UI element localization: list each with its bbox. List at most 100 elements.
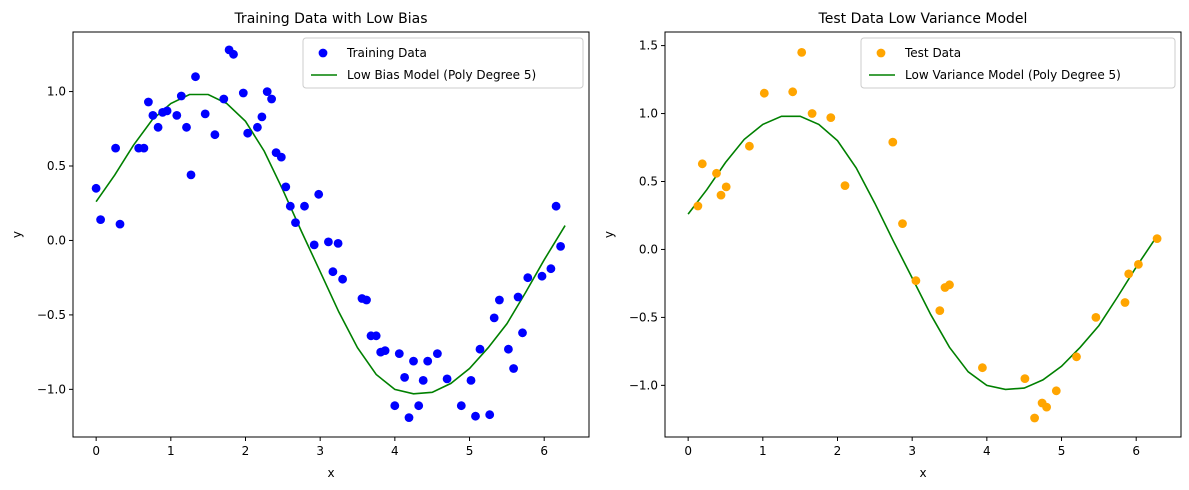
data-point bbox=[219, 94, 229, 104]
data-point bbox=[466, 376, 476, 385]
data-point bbox=[693, 201, 703, 211]
data-point bbox=[324, 237, 333, 247]
data-point bbox=[442, 374, 452, 384]
data-point bbox=[111, 143, 120, 153]
y-tick-label: 1.0 bbox=[47, 85, 66, 99]
data-point bbox=[253, 122, 262, 132]
x-tick-label: 4 bbox=[983, 444, 991, 458]
data-point bbox=[485, 410, 495, 420]
x-axis-label: x bbox=[919, 466, 926, 480]
data-point bbox=[546, 264, 556, 274]
x-tick-label: 1 bbox=[759, 444, 767, 458]
x-tick-label: 3 bbox=[908, 444, 916, 458]
axes-frame bbox=[664, 31, 1182, 438]
data-point bbox=[172, 111, 182, 120]
data-point bbox=[96, 215, 105, 225]
chart-title: Training Data with Low Bias bbox=[233, 11, 427, 27]
x-tick-label: 0 bbox=[684, 444, 692, 458]
data-point bbox=[556, 242, 565, 251]
data-point bbox=[200, 109, 210, 119]
series-line bbox=[687, 115, 1158, 391]
data-point bbox=[115, 219, 125, 229]
data-point bbox=[745, 141, 754, 151]
legend-box bbox=[860, 37, 1176, 89]
data-point bbox=[1120, 298, 1130, 307]
data-point bbox=[788, 87, 798, 97]
legend-label: Test Data bbox=[904, 46, 961, 60]
y-tick-label: 1.5 bbox=[639, 39, 658, 53]
data-point bbox=[380, 346, 390, 355]
x-tick-label: 6 bbox=[1132, 444, 1140, 458]
data-point bbox=[471, 411, 480, 421]
data-point bbox=[504, 344, 513, 354]
x-tick-label: 0 bbox=[92, 444, 100, 458]
data-point bbox=[456, 401, 466, 411]
legend: Training Data Low Bias Model (Poly Degree… bbox=[302, 37, 584, 89]
data-point bbox=[513, 292, 523, 302]
data-point bbox=[523, 273, 533, 283]
data-point bbox=[144, 97, 153, 107]
legend-label: Training Data bbox=[346, 46, 427, 60]
data-point bbox=[176, 91, 186, 101]
legend-label: Low Variance Model (Poly Degree 5) bbox=[905, 68, 1121, 82]
data-point bbox=[489, 313, 499, 323]
data-point bbox=[978, 363, 987, 373]
data-point bbox=[1072, 352, 1081, 362]
data-point bbox=[276, 152, 286, 162]
data-point bbox=[333, 239, 343, 248]
data-point bbox=[390, 401, 400, 411]
x-tick-label: 1 bbox=[167, 444, 175, 458]
data-point bbox=[1042, 402, 1051, 412]
plot-area bbox=[91, 45, 566, 422]
data-point bbox=[1152, 234, 1162, 244]
x-tick-label: 6 bbox=[540, 444, 548, 458]
chart-panel-1: Training Data with Low Bias 0 1 2 3 4 5 6 −1.0 −0… bbox=[10, 11, 590, 480]
legend-box bbox=[302, 37, 584, 89]
data-point bbox=[148, 111, 158, 120]
data-point bbox=[328, 267, 338, 277]
data-point bbox=[186, 170, 196, 180]
y-tick-label: 0.5 bbox=[47, 159, 66, 173]
data-point bbox=[414, 401, 424, 411]
x-tick-label: 4 bbox=[391, 444, 399, 458]
series-line bbox=[95, 93, 566, 395]
data-point bbox=[945, 280, 954, 290]
y-tick-label: −1.0 bbox=[37, 382, 66, 396]
data-point bbox=[418, 376, 428, 385]
data-point bbox=[712, 168, 721, 178]
data-point bbox=[291, 218, 300, 228]
data-point bbox=[1091, 313, 1101, 322]
data-point bbox=[898, 219, 907, 229]
data-point bbox=[229, 49, 238, 59]
data-point bbox=[394, 349, 404, 358]
data-point bbox=[285, 201, 295, 211]
chart-title: Test Data Low Variance Model bbox=[818, 11, 1028, 27]
x-tick-label: 2 bbox=[834, 444, 842, 458]
data-point bbox=[362, 295, 371, 305]
data-point bbox=[840, 181, 850, 191]
data-point bbox=[1134, 260, 1143, 269]
data-point bbox=[433, 349, 442, 358]
data-point bbox=[551, 201, 561, 211]
data-point bbox=[238, 88, 248, 98]
data-point bbox=[139, 143, 149, 153]
data-point bbox=[518, 328, 527, 338]
data-point bbox=[162, 106, 172, 116]
data-point bbox=[509, 364, 518, 373]
data-point bbox=[888, 137, 898, 147]
data-point bbox=[281, 182, 291, 192]
data-point bbox=[1124, 269, 1134, 279]
data-point bbox=[314, 189, 324, 199]
y-tick-label: −1.0 bbox=[629, 378, 658, 392]
data-point bbox=[309, 240, 319, 250]
axes-frame bbox=[72, 31, 590, 438]
data-point bbox=[1051, 386, 1061, 396]
chart-panel-2: Test Data Low Variance Model 0 1 2 3 4 5 6 −1.0 −… bbox=[602, 11, 1182, 480]
data-point bbox=[495, 295, 504, 305]
x-tick-label: 2 bbox=[242, 444, 250, 458]
legend-marker bbox=[318, 48, 328, 58]
y-tick-label: −0.5 bbox=[37, 308, 66, 322]
data-point bbox=[243, 128, 253, 138]
x-axis-label: x bbox=[327, 466, 334, 480]
data-point bbox=[210, 130, 220, 140]
